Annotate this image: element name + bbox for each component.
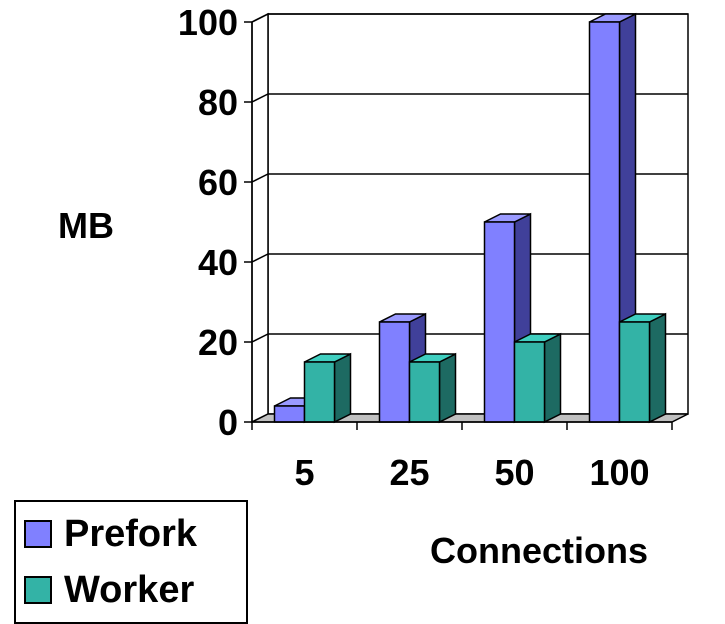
y-tick-label: 60 (198, 162, 238, 203)
gridline (251, 93, 688, 103)
bar-worker-50 (513, 332, 562, 424)
legend-item-prefork: Prefork (24, 512, 197, 556)
x-tick-label-25: 25 (389, 452, 429, 493)
legend: Prefork Worker (14, 500, 248, 624)
y-tick-label: 40 (198, 242, 238, 283)
x-axis-ticks: 5 25 50 100 (251, 421, 673, 493)
bars (273, 12, 667, 424)
y-tick-label: 100 (178, 2, 238, 43)
legend-item-worker: Worker (24, 568, 194, 612)
bar-worker-25 (408, 352, 457, 424)
side-wall (251, 12, 269, 424)
y-axis-ticks: 0 20 40 60 80 100 (178, 2, 253, 443)
gridline (251, 253, 688, 263)
x-tick-label-100: 100 (589, 452, 649, 493)
legend-swatch-prefork (24, 520, 52, 548)
y-axis-title: MB (58, 205, 114, 246)
legend-label-prefork: Prefork (64, 513, 198, 555)
legend-swatch-worker (24, 576, 52, 604)
legend-label-worker: Worker (64, 569, 195, 611)
x-tick-label-50: 50 (494, 452, 534, 493)
gridline (251, 173, 688, 183)
gridline (251, 13, 688, 23)
y-tick-label: 80 (198, 82, 238, 123)
bar-worker-100 (618, 312, 667, 424)
x-axis-title: Connections (430, 530, 648, 571)
bar-worker-5 (303, 352, 352, 424)
y-tick-label: 20 (198, 322, 238, 363)
x-tick-label-5: 5 (294, 452, 314, 493)
y-tick-label: 0 (218, 402, 238, 443)
